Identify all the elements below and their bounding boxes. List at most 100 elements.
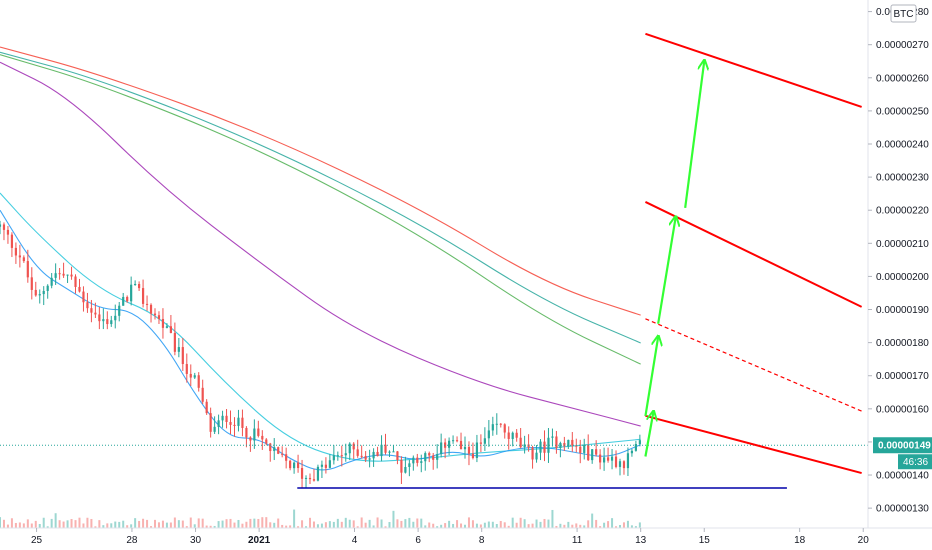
volume-bar	[336, 518, 339, 528]
volume-bar	[14, 522, 17, 528]
candle-body	[567, 439, 570, 447]
volume-bar	[599, 526, 602, 528]
candle-body	[130, 284, 133, 302]
time-tick-label: 6	[415, 535, 421, 546]
candle-body	[102, 319, 105, 322]
volume-bar	[301, 520, 304, 528]
volume-bar	[515, 522, 518, 528]
volume-bar	[70, 519, 73, 528]
volume-bar	[165, 522, 168, 528]
volume-bar	[352, 520, 355, 528]
volume-bar	[50, 518, 53, 528]
candle-body	[257, 428, 260, 436]
volume-bar	[249, 518, 252, 528]
volume-bar	[467, 517, 470, 528]
candle-body	[463, 446, 467, 450]
volume-bar	[22, 523, 25, 528]
volume-bar	[241, 523, 244, 528]
price-tick-label: 0.00000180	[876, 338, 929, 349]
volume-bar	[189, 517, 192, 528]
candle-body	[384, 444, 387, 453]
candle-body	[551, 436, 554, 438]
candle-body	[2, 224, 6, 230]
candle-body	[420, 461, 423, 463]
candle-body	[169, 326, 172, 333]
ma-green-line	[0, 54, 641, 365]
currency-badge[interactable]: BTC	[890, 4, 917, 23]
candle-body	[440, 442, 443, 455]
ma-fast-line	[0, 209, 641, 471]
volume-bar	[146, 519, 149, 528]
volume-bar	[34, 520, 37, 528]
candle-body	[161, 318, 165, 328]
volume-bar	[436, 526, 439, 528]
volume-bar	[615, 526, 618, 528]
volume-bar	[157, 522, 160, 528]
volume-bar	[106, 523, 109, 528]
volume-bar	[571, 524, 574, 528]
candle-body	[285, 454, 288, 461]
candle-body	[110, 320, 113, 325]
volume-bar	[297, 526, 300, 528]
candle-body	[475, 442, 479, 458]
drawings[interactable]	[297, 32, 863, 489]
volume-bar	[0, 517, 1, 528]
volume-bar	[257, 518, 260, 528]
volume-bar	[122, 520, 125, 528]
moving-averages	[0, 46, 641, 471]
candle-body	[304, 477, 308, 479]
candle-body	[559, 442, 562, 449]
volume-bar	[611, 518, 614, 528]
channel-line	[645, 32, 862, 108]
volume-bar	[380, 519, 383, 528]
volume-bar	[622, 522, 625, 528]
volume-bar	[519, 517, 522, 528]
candle-body	[289, 460, 292, 469]
candle-body	[547, 437, 550, 453]
ma-red-line	[0, 46, 641, 316]
candle-body	[281, 453, 284, 455]
volume-bar	[539, 521, 542, 528]
candle-body	[261, 435, 264, 440]
volume-bar	[30, 523, 33, 528]
volume-bar	[42, 517, 45, 528]
candle-body	[26, 261, 29, 278]
candle-body	[336, 455, 339, 457]
volume-bar	[265, 517, 268, 528]
candle-body	[614, 456, 618, 467]
candle-body	[42, 290, 45, 295]
volume-bar	[102, 525, 105, 528]
time-tick-label: 18	[794, 535, 806, 546]
volume-bar	[18, 522, 21, 528]
volume-bar	[535, 519, 538, 528]
candle-body	[630, 450, 634, 454]
candle-body	[471, 453, 475, 458]
candle-body	[424, 453, 427, 462]
volume-bar	[261, 517, 264, 528]
volume-bar	[38, 524, 41, 528]
volume-bar	[197, 518, 200, 528]
candle-body	[634, 444, 637, 451]
candle-body	[459, 440, 463, 450]
volume-bar	[225, 519, 228, 528]
candle-body	[487, 430, 490, 439]
volume-bar	[356, 526, 359, 528]
volume-bar	[221, 520, 224, 528]
time-axis[interactable]: 25 28 30 2021 4 6 8 11 13 15 18 20	[31, 528, 869, 546]
volume-bar	[269, 522, 272, 528]
volume-bar	[154, 519, 156, 528]
time-tick-label: 28	[126, 535, 138, 546]
candle-body	[312, 479, 316, 481]
price-tick-label: 0.00000230	[876, 173, 929, 184]
volume-bar	[491, 521, 494, 528]
candle-body	[479, 442, 482, 444]
candle-body	[483, 438, 486, 444]
price-tick-label: 0.00000170	[876, 371, 929, 382]
volume-bar	[511, 517, 514, 528]
candle-body	[30, 277, 33, 290]
candle-body	[22, 257, 25, 262]
volume-bar	[237, 519, 240, 528]
volume-bar	[507, 525, 510, 528]
candle-body	[396, 451, 399, 460]
